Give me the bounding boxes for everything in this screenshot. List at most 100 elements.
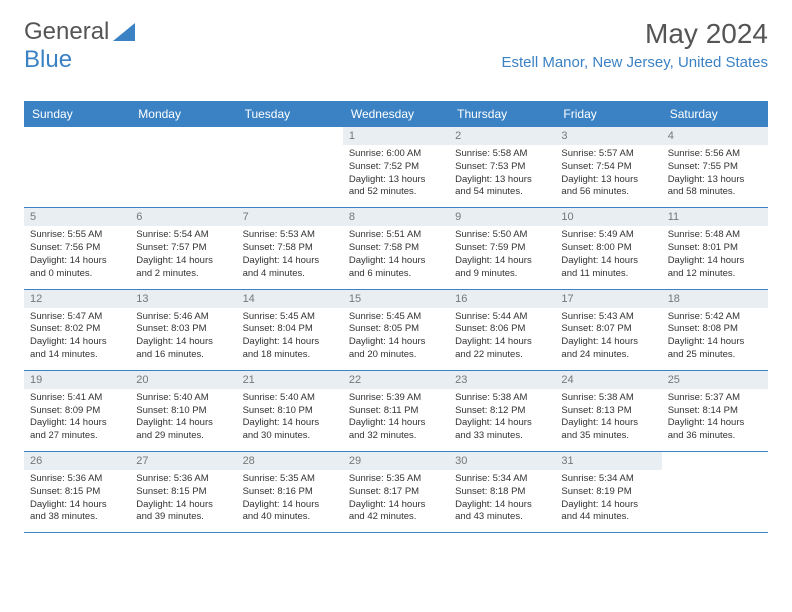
calendar-cell bbox=[662, 452, 768, 532]
calendar-cell: 18Sunrise: 5:42 AMSunset: 8:08 PMDayligh… bbox=[662, 290, 768, 370]
sunrise-text: Sunrise: 5:34 AM bbox=[561, 473, 655, 486]
sunrise-text: Sunrise: 5:39 AM bbox=[349, 392, 443, 405]
calendar-cell: 11Sunrise: 5:48 AMSunset: 8:01 PMDayligh… bbox=[662, 208, 768, 288]
day-number: 16 bbox=[449, 290, 555, 308]
sunrise-text: Sunrise: 5:40 AM bbox=[136, 392, 230, 405]
day-number: 8 bbox=[343, 208, 449, 226]
sunset-text: Sunset: 7:58 PM bbox=[349, 242, 443, 255]
sunset-text: Sunset: 8:16 PM bbox=[243, 486, 337, 499]
day-number: 17 bbox=[555, 290, 661, 308]
sunset-text: Sunset: 8:13 PM bbox=[561, 405, 655, 418]
calendar-cell: 7Sunrise: 5:53 AMSunset: 7:58 PMDaylight… bbox=[237, 208, 343, 288]
daylight-text: Daylight: 14 hours and 22 minutes. bbox=[455, 336, 549, 362]
sunset-text: Sunset: 8:10 PM bbox=[136, 405, 230, 418]
day-number: 21 bbox=[237, 371, 343, 389]
calendar-cell: 17Sunrise: 5:43 AMSunset: 8:07 PMDayligh… bbox=[555, 290, 661, 370]
calendar-cell: 8 Sunrise: 5:51 AMSunset: 7:58 PMDaylight… bbox=[343, 208, 449, 288]
sunset-text: Sunset: 8:01 PM bbox=[668, 242, 762, 255]
daylight-text: Daylight: 14 hours and 42 minutes. bbox=[349, 499, 443, 525]
sunrise-text: Sunrise: 5:54 AM bbox=[136, 229, 230, 242]
calendar-cell: 22Sunrise: 5:39 AMSunset: 8:11 PMDayligh… bbox=[343, 371, 449, 451]
calendar-cell: 4Sunrise: 5:56 AMSunset: 7:55 PMDaylight… bbox=[662, 127, 768, 207]
cell-details: Sunrise: 5:51 AMSunset: 7:58 PMDaylight:… bbox=[349, 229, 443, 280]
cell-details: Sunrise: 5:35 AMSunset: 8:17 PMDaylight:… bbox=[349, 473, 443, 524]
logo-text-1: General bbox=[24, 18, 109, 46]
daylight-text: Daylight: 14 hours and 14 minutes. bbox=[30, 336, 124, 362]
day-number: 13 bbox=[130, 290, 236, 308]
sunset-text: Sunset: 7:57 PM bbox=[136, 242, 230, 255]
calendar-cell: 15Sunrise: 5:45 AMSunset: 8:05 PMDayligh… bbox=[343, 290, 449, 370]
sunset-text: Sunset: 8:05 PM bbox=[349, 323, 443, 336]
sunrise-text: Sunrise: 5:45 AM bbox=[349, 311, 443, 324]
cell-details: Sunrise: 5:34 AMSunset: 8:18 PMDaylight:… bbox=[455, 473, 549, 524]
sunset-text: Sunset: 7:56 PM bbox=[30, 242, 124, 255]
calendar-cell: 10Sunrise: 5:49 AMSunset: 8:00 PMDayligh… bbox=[555, 208, 661, 288]
sunset-text: Sunset: 7:59 PM bbox=[455, 242, 549, 255]
logo-text-2: Blue bbox=[24, 46, 72, 74]
cell-details: Sunrise: 6:00 AMSunset: 7:52 PMDaylight:… bbox=[349, 148, 443, 199]
sunset-text: Sunset: 8:15 PM bbox=[30, 486, 124, 499]
calendar-cell: 16Sunrise: 5:44 AMSunset: 8:06 PMDayligh… bbox=[449, 290, 555, 370]
sunrise-text: Sunrise: 5:37 AM bbox=[668, 392, 762, 405]
cell-details: Sunrise: 5:45 AMSunset: 8:05 PMDaylight:… bbox=[349, 311, 443, 362]
daylight-text: Daylight: 14 hours and 18 minutes. bbox=[243, 336, 337, 362]
cell-details: Sunrise: 5:42 AMSunset: 8:08 PMDaylight:… bbox=[668, 311, 762, 362]
calendar-cell: 31Sunrise: 5:34 AMSunset: 8:19 PMDayligh… bbox=[555, 452, 661, 532]
calendar-cell: 30 Sunrise: 5:34 AMSunset: 8:18 PMDayligh… bbox=[449, 452, 555, 532]
sunrise-text: Sunrise: 5:55 AM bbox=[30, 229, 124, 242]
location-text: Estell Manor, New Jersey, United States bbox=[502, 54, 769, 71]
sunrise-text: Sunrise: 5:40 AM bbox=[243, 392, 337, 405]
day-number: 14 bbox=[237, 290, 343, 308]
cell-details: Sunrise: 5:54 AMSunset: 7:57 PMDaylight:… bbox=[136, 229, 230, 280]
logo-triangle-icon bbox=[113, 23, 135, 41]
cell-details: Sunrise: 5:39 AMSunset: 8:11 PMDaylight:… bbox=[349, 392, 443, 443]
calendar-cell bbox=[24, 127, 130, 207]
sunrise-text: Sunrise: 5:41 AM bbox=[30, 392, 124, 405]
daylight-text: Daylight: 14 hours and 24 minutes. bbox=[561, 336, 655, 362]
cell-details: Sunrise: 5:36 AMSunset: 8:15 PMDaylight:… bbox=[136, 473, 230, 524]
daylight-text: Daylight: 14 hours and 44 minutes. bbox=[561, 499, 655, 525]
daylight-text: Daylight: 14 hours and 25 minutes. bbox=[668, 336, 762, 362]
day-header-wed: Wednesday bbox=[343, 101, 449, 127]
cell-details: Sunrise: 5:37 AMSunset: 8:14 PMDaylight:… bbox=[668, 392, 762, 443]
day-header-tue: Tuesday bbox=[237, 101, 343, 127]
calendar-cell: 13 Sunrise: 5:46 AMSunset: 8:03 PMDayligh… bbox=[130, 290, 236, 370]
sunset-text: Sunset: 8:18 PM bbox=[455, 486, 549, 499]
day-number: 3 bbox=[555, 127, 661, 145]
calendar-cell: 24Sunrise: 5:38 AMSunset: 8:13 PMDayligh… bbox=[555, 371, 661, 451]
day-number: 6 bbox=[130, 208, 236, 226]
daylight-text: Daylight: 14 hours and 36 minutes. bbox=[668, 417, 762, 443]
day-header-sat: Saturday bbox=[662, 101, 768, 127]
month-title: May 2024 bbox=[502, 18, 769, 50]
calendar-cell: 28Sunrise: 5:35 AMSunset: 8:16 PMDayligh… bbox=[237, 452, 343, 532]
sunset-text: Sunset: 8:07 PM bbox=[561, 323, 655, 336]
calendar: Sunday Monday Tuesday Wednesday Thursday… bbox=[24, 101, 768, 533]
sunrise-text: Sunrise: 5:57 AM bbox=[561, 148, 655, 161]
sunset-text: Sunset: 7:54 PM bbox=[561, 161, 655, 174]
sunrise-text: Sunrise: 5:38 AM bbox=[455, 392, 549, 405]
calendar-cell: 20Sunrise: 5:40 AMSunset: 8:10 PMDayligh… bbox=[130, 371, 236, 451]
daylight-text: Daylight: 14 hours and 6 minutes. bbox=[349, 255, 443, 281]
day-header-row: Sunday Monday Tuesday Wednesday Thursday… bbox=[24, 101, 768, 127]
cell-details: Sunrise: 5:46 AMSunset: 8:03 PMDaylight:… bbox=[136, 311, 230, 362]
sunset-text: Sunset: 8:02 PM bbox=[30, 323, 124, 336]
cell-details: Sunrise: 5:40 AMSunset: 8:10 PMDaylight:… bbox=[136, 392, 230, 443]
daylight-text: Daylight: 14 hours and 38 minutes. bbox=[30, 499, 124, 525]
daylight-text: Daylight: 14 hours and 29 minutes. bbox=[136, 417, 230, 443]
sunrise-text: Sunrise: 5:47 AM bbox=[30, 311, 124, 324]
cell-details: Sunrise: 5:56 AMSunset: 7:55 PMDaylight:… bbox=[668, 148, 762, 199]
cell-details: Sunrise: 5:38 AMSunset: 8:13 PMDaylight:… bbox=[561, 392, 655, 443]
calendar-cell: 3Sunrise: 5:57 AMSunset: 7:54 PMDaylight… bbox=[555, 127, 661, 207]
day-number: 1 bbox=[343, 127, 449, 145]
sunset-text: Sunset: 8:19 PM bbox=[561, 486, 655, 499]
sunrise-text: Sunrise: 5:51 AM bbox=[349, 229, 443, 242]
daylight-text: Daylight: 14 hours and 32 minutes. bbox=[349, 417, 443, 443]
calendar-cell: 26Sunrise: 5:36 AMSunset: 8:15 PMDayligh… bbox=[24, 452, 130, 532]
daylight-text: Daylight: 14 hours and 2 minutes. bbox=[136, 255, 230, 281]
week-row: 5Sunrise: 5:55 AMSunset: 7:56 PMDaylight… bbox=[24, 208, 768, 289]
sunset-text: Sunset: 8:08 PM bbox=[668, 323, 762, 336]
day-number: 30 bbox=[449, 452, 555, 470]
day-number: 19 bbox=[24, 371, 130, 389]
cell-details: Sunrise: 5:40 AMSunset: 8:10 PMDaylight:… bbox=[243, 392, 337, 443]
sunrise-text: Sunrise: 5:35 AM bbox=[243, 473, 337, 486]
